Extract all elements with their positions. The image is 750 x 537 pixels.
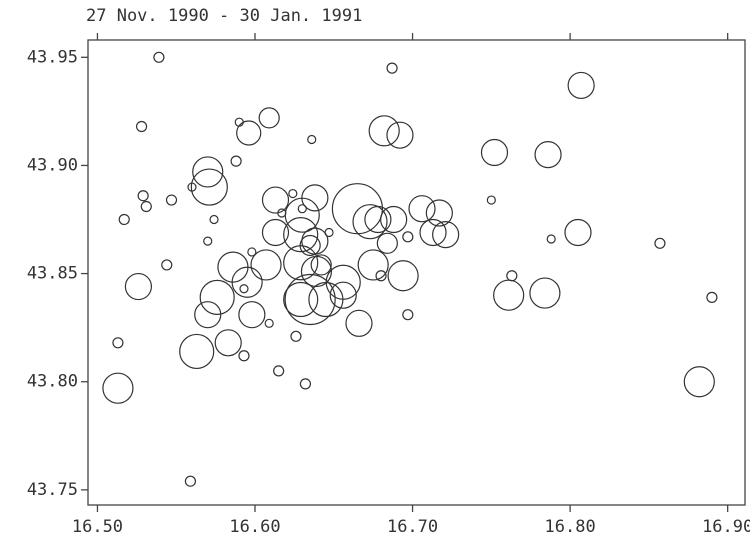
bubble [386,121,414,149]
bubble [192,156,224,188]
bubble [261,186,290,214]
bubble [234,117,244,127]
bubble [290,330,302,342]
bubble [386,62,398,74]
bubble [297,204,307,214]
bubble [329,281,357,309]
bubble [408,195,436,223]
bubble [238,350,250,362]
bubble [184,475,197,487]
bubble [307,134,317,145]
bubble [118,213,130,226]
bubble [284,273,336,326]
bubble [368,115,400,147]
bubble [324,227,334,238]
y-tick-label: 43.90 [27,155,78,175]
bubble [506,270,518,282]
bubble [534,141,562,169]
bubble [214,329,242,357]
bubble [546,234,556,244]
bubble [165,194,178,206]
x-tick-label: 16.70 [387,517,438,537]
bubble [238,301,266,329]
bubble [283,281,319,318]
bubble [310,254,332,276]
bubble [375,270,387,282]
bubble [102,372,134,404]
bubble [153,51,165,63]
bubble [209,214,219,225]
bubble [273,365,285,377]
chart-title: 27 Nov. 1990 - 30 Jan. 1991 [86,6,362,26]
bubble [112,337,124,349]
bubble [387,260,419,292]
x-tick-label: 16.50 [72,517,123,537]
bubble [419,218,447,247]
bubble [331,183,384,235]
bubble [199,279,235,315]
bubble [230,155,242,167]
plot-frame [87,39,746,506]
bubble [140,200,152,213]
x-tick-label: 16.80 [545,517,596,537]
y-tick-label: 43.85 [27,264,78,284]
bubble [402,231,414,243]
bubble [357,249,389,281]
x-tick-label: 16.60 [229,517,280,537]
bubble [567,71,595,100]
bubble [283,217,319,253]
bubble [364,205,392,234]
bubble [308,281,344,318]
bubble [376,232,398,254]
y-tick-label: 43.80 [27,372,78,392]
bubble [529,277,561,309]
bubble [352,204,388,240]
bubble [239,284,249,294]
bubble [402,309,414,321]
bubble [203,236,213,246]
bubble [264,318,274,328]
bubble [301,227,329,255]
bubble [190,168,228,206]
bubble [284,197,320,233]
bubble [300,255,333,288]
bubble [135,120,148,133]
bubble [187,182,197,192]
bubble [161,259,173,271]
x-tick-label: 16.90 [702,517,750,537]
bubble [425,199,453,227]
bubble [345,309,373,337]
bubble [480,138,509,167]
bubble [654,237,666,249]
bubble [706,291,718,303]
bubble [247,247,257,257]
bubble [432,221,460,249]
bubble [137,190,149,202]
bubble [299,378,312,390]
bubble [124,272,153,301]
bubble [258,107,280,129]
bubble [179,333,215,370]
bubble [194,301,222,329]
bubble [231,266,263,298]
bubble [380,205,408,234]
bubble [486,195,496,205]
bubble [493,279,525,311]
bubble [564,218,592,247]
bubble [250,249,282,281]
bubble [283,245,319,281]
bubble [261,218,290,247]
y-tick-label: 43.95 [27,47,78,67]
bubble [683,366,715,398]
bubble [236,120,262,146]
bubble [288,188,298,199]
y-tick-label: 43.75 [27,480,78,500]
